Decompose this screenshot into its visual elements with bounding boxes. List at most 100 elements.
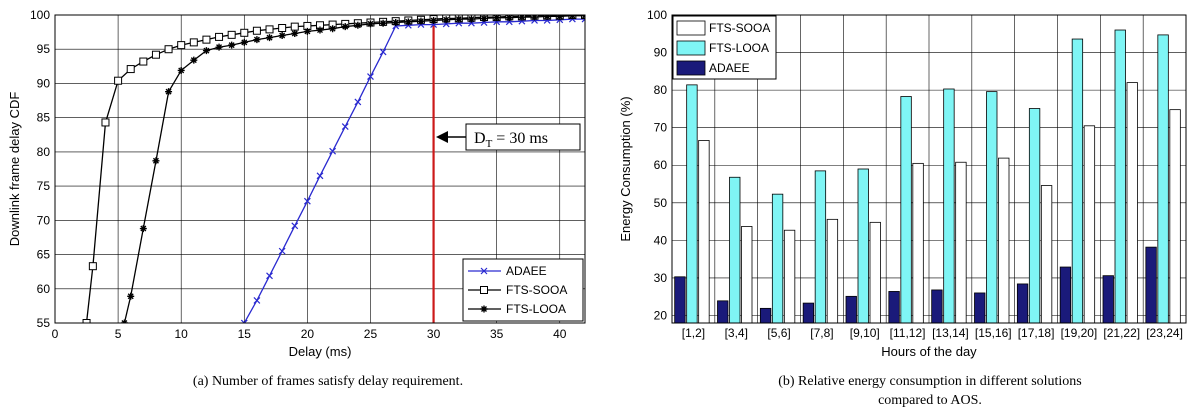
data-point-fts-looa xyxy=(139,225,147,233)
data-point-fts-looa xyxy=(316,26,324,34)
data-point-fts-looa xyxy=(568,15,576,20)
x-tick-label-b: [17,18] xyxy=(1018,326,1055,340)
bar-fts-sooa xyxy=(1126,82,1138,324)
bar-fts-looa xyxy=(986,91,998,324)
data-point-fts-looa xyxy=(366,20,374,28)
x-axis-label-b: Hours of the day xyxy=(881,344,977,359)
bar-fts-looa xyxy=(729,176,741,324)
y-tick-label-a: 70 xyxy=(37,213,51,227)
data-point-fts-looa xyxy=(253,36,261,44)
data-point-fts-looa xyxy=(392,19,400,27)
data-point-adaee xyxy=(354,98,362,106)
x-tick-label-a: 20 xyxy=(301,327,315,341)
x-tick-label-b: [1,2] xyxy=(682,326,705,340)
data-point-fts-looa xyxy=(505,15,513,22)
caption-b-line-2: compared to AOS. xyxy=(878,393,982,408)
data-point-adaee xyxy=(291,222,299,230)
bar-fts-sooa xyxy=(1040,185,1053,324)
x-tick-label-b: [15,16] xyxy=(975,326,1012,340)
bar-fts-looa xyxy=(1114,29,1126,324)
data-point-fts-sooa xyxy=(126,65,135,74)
bar-adaee xyxy=(974,292,986,324)
data-point-adaee xyxy=(341,123,349,130)
x-tick-label-a: 35 xyxy=(490,327,504,341)
y-tick-label-a: 100 xyxy=(30,8,50,22)
data-point-fts-looa xyxy=(493,15,501,22)
bar-adaee xyxy=(931,289,943,324)
y-tick-label-a: 60 xyxy=(37,282,51,296)
data-point-fts-looa xyxy=(127,292,135,300)
series-group-a xyxy=(82,15,585,323)
bar-fts-looa xyxy=(900,96,912,324)
data-point-fts-looa xyxy=(430,16,438,24)
bar-fts-sooa xyxy=(869,221,881,324)
x-tick-label-a: 5 xyxy=(115,327,122,341)
bar-adaee xyxy=(845,295,857,324)
bar-adaee xyxy=(717,300,729,324)
data-point-fts-looa xyxy=(379,19,387,27)
bar-fts-sooa xyxy=(998,157,1010,324)
data-point-fts-sooa xyxy=(164,45,173,54)
bar-fts-looa xyxy=(814,170,827,324)
data-point-fts-sooa xyxy=(189,38,198,47)
legend-label-fts-looa: FTS-LOOA xyxy=(709,41,769,55)
data-point-fts-looa xyxy=(467,15,475,23)
bar-fts-sooa xyxy=(741,226,753,324)
chart-b: 20 30 40 50 60 70 80 90 100 [1,2] [3,4] [5,6] [7,8] [… xyxy=(618,8,1187,408)
data-point-fts-sooa xyxy=(151,50,160,59)
bar-fts-looa xyxy=(771,193,784,324)
data-point-adaee xyxy=(329,147,337,155)
annotation-arrowhead-a xyxy=(436,131,448,143)
data-point-adaee xyxy=(266,272,273,280)
y-tick-label-b: 60 xyxy=(654,158,668,172)
data-point-fts-sooa xyxy=(101,118,110,127)
bar-fts-sooa xyxy=(955,161,967,324)
bar-adaee xyxy=(1145,246,1157,324)
y-tick-label-a: 65 xyxy=(37,248,51,262)
data-point-fts-sooa xyxy=(265,25,274,34)
y-tick-label-a: 95 xyxy=(37,42,51,56)
x-tick-label-b: [11,12] xyxy=(890,326,926,340)
data-point-adaee xyxy=(379,48,387,56)
bar-fts-sooa xyxy=(783,229,796,324)
data-point-fts-sooa xyxy=(202,35,211,44)
data-point-fts-sooa xyxy=(240,28,249,37)
data-point-fts-sooa xyxy=(177,41,186,50)
y-tick-label-b: 50 xyxy=(654,196,668,210)
legend-label-fts-sooa: FTS-SOOA xyxy=(709,21,770,35)
data-point-fts-looa xyxy=(190,56,198,64)
x-tick-label-a: 10 xyxy=(175,327,189,341)
y-tick-label-b: 80 xyxy=(654,83,668,97)
bar-adaee xyxy=(1059,266,1072,324)
data-point-fts-looa xyxy=(215,43,223,51)
annotation-text-a: DT = 30 ms xyxy=(474,130,548,150)
legend-marker-fts-looa xyxy=(480,305,488,313)
data-point-fts-looa xyxy=(152,157,160,165)
data-point-fts-sooa xyxy=(290,22,299,31)
x-tick-label-b: [23,24] xyxy=(1146,326,1183,340)
data-point-fts-looa xyxy=(341,23,349,31)
bar-adaee xyxy=(888,291,900,324)
y-tick-label-a: 55 xyxy=(37,316,51,330)
data-point-fts-sooa xyxy=(278,24,287,33)
data-point-adaee xyxy=(278,247,286,255)
data-point-adaee xyxy=(253,296,261,304)
data-point-fts-sooa xyxy=(252,26,261,35)
bar-fts-looa xyxy=(1028,108,1041,324)
chart-a: 0 5 10 15 20 25 30 35 40 55 60 65 70 75 80 85 90 95 100 DT … xyxy=(7,8,586,389)
y-tick-label-b: 100 xyxy=(647,8,667,22)
data-point-fts-looa xyxy=(543,15,551,20)
bar-fts-sooa xyxy=(826,218,839,324)
x-axis-label-a: Delay (ms) xyxy=(289,344,352,359)
y-tick-label-a: 85 xyxy=(37,111,51,125)
data-point-fts-looa xyxy=(417,17,425,25)
bar-adaee xyxy=(759,307,772,324)
bar-fts-sooa xyxy=(912,162,924,324)
data-point-fts-looa xyxy=(442,16,450,24)
y-tick-label-b: 20 xyxy=(654,308,668,322)
data-point-fts-looa xyxy=(177,66,185,74)
data-point-fts-sooa xyxy=(139,57,148,66)
legend-label-fts-sooa: FTS-SOOA xyxy=(506,283,567,297)
bar-fts-looa xyxy=(686,84,698,324)
